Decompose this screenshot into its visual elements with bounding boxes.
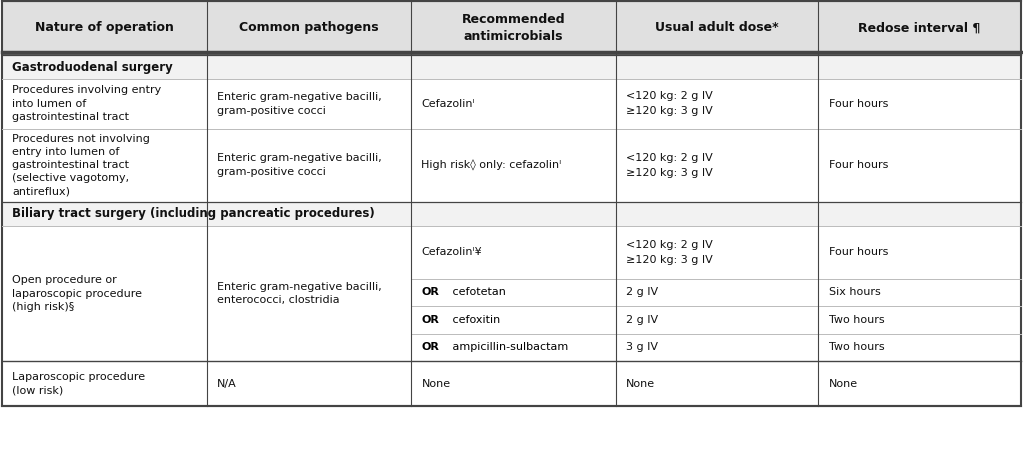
Text: Four hours: Four hours: [829, 160, 888, 170]
Text: Open procedure or
laparoscopic procedure
(high risk)§: Open procedure or laparoscopic procedure…: [12, 275, 142, 312]
Text: None: None: [829, 379, 857, 389]
Text: Enteric gram-negative bacilli,
gram-positive cocci: Enteric gram-negative bacilli, gram-posi…: [217, 92, 382, 116]
Text: Procedures involving entry
into lumen of
gastrointestinal tract: Procedures involving entry into lumen of…: [12, 85, 162, 123]
Text: OR: OR: [421, 287, 439, 297]
Bar: [2, 202, 1021, 226]
Text: Common pathogens: Common pathogens: [239, 22, 379, 34]
Text: Gastroduodenal surgery: Gastroduodenal surgery: [12, 61, 173, 73]
Text: Cefazolinᴵ: Cefazolinᴵ: [421, 99, 475, 109]
Text: None: None: [626, 379, 655, 389]
Text: OR: OR: [421, 342, 439, 353]
Text: Usual adult dose*: Usual adult dose*: [656, 22, 779, 34]
Text: 2 g IV: 2 g IV: [626, 287, 658, 297]
Bar: [2, 361, 1021, 406]
Text: Enteric gram-negative bacilli,
gram-positive cocci: Enteric gram-negative bacilli, gram-posi…: [217, 153, 382, 177]
Text: Two hours: Two hours: [829, 315, 884, 325]
Text: High risk◊ only: cefazolinᴵ: High risk◊ only: cefazolinᴵ: [421, 160, 562, 171]
Text: <120 kg: 2 g IV
≥120 kg: 3 g IV: <120 kg: 2 g IV ≥120 kg: 3 g IV: [626, 240, 713, 265]
Text: Biliary tract surgery (including pancreatic procedures): Biliary tract surgery (including pancrea…: [12, 207, 375, 220]
Text: 3 g IV: 3 g IV: [626, 342, 658, 353]
Text: Laparoscopic procedure
(low risk): Laparoscopic procedure (low risk): [12, 372, 145, 396]
Text: Two hours: Two hours: [829, 342, 884, 353]
Text: Redose interval ¶: Redose interval ¶: [858, 22, 981, 34]
Bar: [2, 55, 1021, 79]
Text: 2 g IV: 2 g IV: [626, 315, 658, 325]
Bar: [2, 226, 1021, 279]
Bar: [2, 1, 1021, 406]
Bar: [2, 79, 1021, 129]
Text: N/A: N/A: [217, 379, 236, 389]
Text: <120 kg: 2 g IV
≥120 kg: 3 g IV: <120 kg: 2 g IV ≥120 kg: 3 g IV: [626, 91, 713, 116]
Bar: [2, 129, 1021, 202]
Text: cefoxitin: cefoxitin: [449, 315, 500, 325]
Text: OR: OR: [421, 315, 439, 325]
Text: Six hours: Six hours: [829, 287, 881, 297]
Text: Four hours: Four hours: [829, 247, 888, 257]
Text: None: None: [421, 379, 450, 389]
Text: cefotetan: cefotetan: [449, 287, 506, 297]
Text: Cefazolinᴵ¥: Cefazolinᴵ¥: [421, 247, 482, 257]
Text: Enteric gram-negative bacilli,
enterococci, clostridia: Enteric gram-negative bacilli, enterococ…: [217, 282, 382, 305]
Text: Procedures not involving
entry into lumen of
gastrointestinal tract
(selective v: Procedures not involving entry into lume…: [12, 134, 150, 196]
Text: Nature of operation: Nature of operation: [35, 22, 174, 34]
Text: <120 kg: 2 g IV
≥120 kg: 3 g IV: <120 kg: 2 g IV ≥120 kg: 3 g IV: [626, 153, 713, 178]
Text: Recommended
antimicrobials: Recommended antimicrobials: [461, 13, 566, 43]
Text: ampicillin-sulbactam: ampicillin-sulbactam: [449, 342, 569, 353]
Bar: [2, 1, 1021, 55]
Text: Four hours: Four hours: [829, 99, 888, 109]
